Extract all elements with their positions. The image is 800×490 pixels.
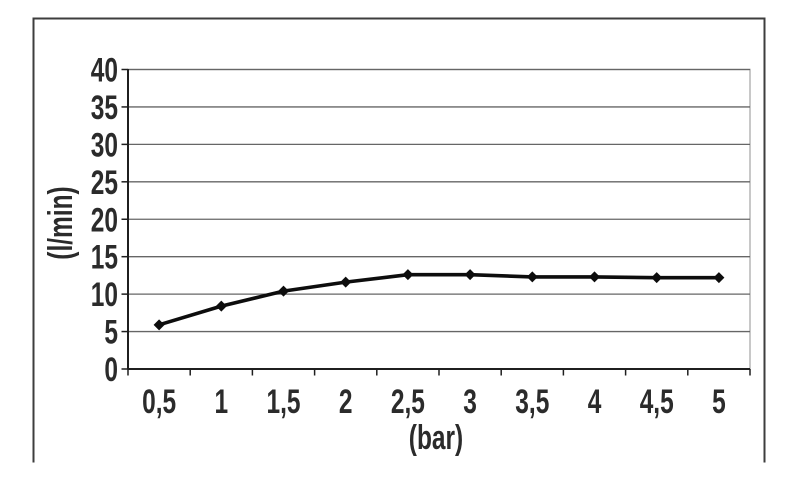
data-point-marker-0,5	[153, 319, 165, 331]
x-tick-label-1,5: 1,5	[266, 383, 300, 421]
series-flow-rate	[153, 269, 725, 331]
y-tick-label-30: 30	[91, 127, 118, 165]
x-tick-label-1: 1	[214, 383, 228, 421]
y-tick-label-0: 0	[104, 351, 118, 389]
gridlines	[128, 68, 750, 333]
series-markers	[153, 269, 725, 331]
x-tick-label-5: 5	[712, 383, 726, 421]
y-tick-label-35: 35	[91, 89, 118, 127]
data-point-marker-1	[215, 300, 227, 312]
y-tick-label-15: 15	[91, 239, 118, 277]
x-tick-label-0,5: 0,5	[142, 383, 176, 421]
data-point-marker-2,5	[402, 269, 414, 281]
figure-frame	[32, 17, 766, 463]
x-tick-label-4: 4	[588, 383, 602, 421]
x-axis-ticks	[127, 369, 751, 376]
x-tick-label-2: 2	[339, 383, 353, 421]
data-point-marker-3,5	[526, 271, 538, 283]
x-tick-labels: 0,5 1 1,5 2 2,5 3 3,5 4 4,5 5	[142, 383, 726, 421]
axes	[121, 68, 751, 376]
y-tick-label-20: 20	[91, 201, 118, 239]
y-tick-label-10: 10	[91, 276, 118, 314]
data-point-marker-4,5	[651, 272, 663, 284]
y-tick-label-25: 25	[91, 164, 118, 202]
x-tick-label-2,5: 2,5	[391, 383, 425, 421]
data-point-marker-2	[340, 276, 352, 288]
data-point-marker-5	[713, 272, 725, 284]
x-tick-label-3: 3	[463, 383, 477, 421]
data-point-marker-3	[464, 269, 476, 281]
series-line	[157, 272, 721, 327]
data-point-marker-1,5	[278, 285, 289, 297]
x-tick-label-3,5: 3,5	[515, 383, 549, 421]
x-axis-title: (bar)	[409, 419, 463, 457]
y-axis-ticks	[121, 68, 128, 370]
y-tick-label-5: 5	[104, 314, 118, 352]
x-tick-label-4,5: 4,5	[640, 383, 674, 421]
y-tick-label-40: 40	[91, 52, 118, 90]
y-axis-title: (l/min)	[42, 186, 80, 259]
data-point-marker-4	[589, 271, 600, 283]
